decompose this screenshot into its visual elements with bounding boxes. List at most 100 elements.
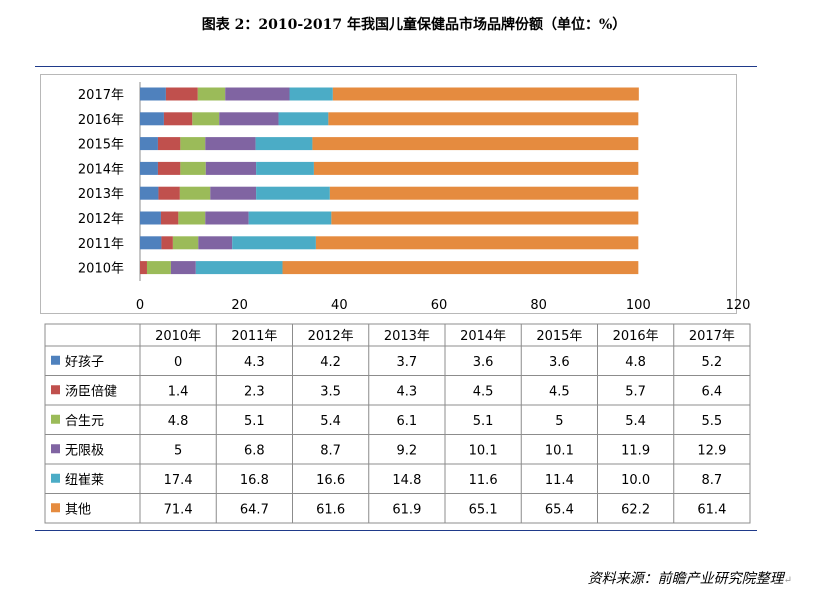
table-value-cell: 61.4 [697,502,726,517]
bar-2016年-好孩子 [140,112,164,126]
bar-2010年-合生元 [146,261,171,275]
bar-2014年-汤臣倍健 [157,161,181,175]
bar-2013年-无限极 [210,186,257,200]
x-tick-label: 60 [431,298,448,313]
table-value-cell: 5.4 [625,414,646,429]
table-value-cell: 5.1 [473,414,494,429]
legend-swatch-其他 [51,503,60,513]
table-value-cell: 2.3 [244,384,265,399]
bar-2012年-好孩子 [140,211,161,225]
bar-2011年-其他 [315,236,639,250]
legend-swatch-汤臣倍健 [51,385,60,395]
table-value-cell: 71.4 [164,502,193,517]
table-value-cell: 16.8 [240,473,269,488]
bar-2015年-其他 [312,137,639,151]
y-tick-label: 2014年 [78,162,124,177]
table-header-cell: 2014年 [460,329,506,344]
legend-swatch-无限极 [51,444,60,454]
table-value-cell: 12.9 [697,443,726,458]
x-tick-label: 40 [331,298,348,313]
bar-2013年-其他 [329,186,639,200]
x-tick-label: 80 [530,298,547,313]
table-value-cell: 6.1 [397,414,418,429]
y-tick-label: 2013年 [78,187,124,202]
x-tick-label: 20 [231,298,248,313]
bar-2016年-其他 [328,112,639,126]
bar-2011年-汤臣倍健 [161,236,173,250]
table-value-cell: 16.6 [316,473,345,488]
table-header-cell: 2011年 [231,329,277,344]
bar-2010年-汤臣倍健 [140,261,147,275]
x-tick-label: 0 [136,298,144,313]
bottom-rule [35,530,757,531]
bar-2017年-好孩子 [140,87,166,101]
table-value-cell: 6.4 [702,384,723,399]
bar-2014年-纽崔莱 [256,161,314,175]
bar-2016年-纽崔莱 [278,112,329,126]
chart-frame [40,74,737,314]
table-value-cell: 10.0 [621,473,650,488]
legend-label: 合生元 [65,414,104,429]
bar-2012年-汤臣倍健 [160,211,179,225]
table-value-cell: 3.5 [320,384,341,399]
table-value-cell: 6.8 [244,443,265,458]
table-value-cell: 11.9 [621,443,650,458]
y-tick-label: 2017年 [78,88,124,103]
y-tick-label: 2012年 [78,212,124,227]
bar-2014年-其他 [313,161,639,175]
bar-2017年-其他 [332,87,639,101]
table-value-cell: 64.7 [240,502,269,517]
bar-2016年-汤臣倍健 [163,112,193,126]
bar-2015年-好孩子 [140,137,158,151]
table-value-cell: 5.2 [702,355,723,370]
bar-2014年-无限极 [205,161,257,175]
table-value-cell: 11.4 [545,473,574,488]
table-value-cell: 4.8 [168,414,189,429]
top-rule [35,66,757,67]
table-value-cell: 65.1 [469,502,498,517]
bar-2012年-合生元 [178,211,206,225]
table-value-cell: 65.4 [545,502,574,517]
y-tick-label: 2016年 [78,113,124,128]
y-tick-label: 2015年 [78,138,124,153]
table-value-cell: 5.1 [244,414,265,429]
bar-2014年-合生元 [180,161,206,175]
bar-2011年-合生元 [172,236,199,250]
table-value-cell: 3.6 [473,355,494,370]
table-value-cell: 5 [174,443,182,458]
bar-2017年-无限极 [225,87,290,101]
bar-2017年-纽崔莱 [289,87,333,101]
table-value-cell: 11.6 [469,473,498,488]
legend-swatch-合生元 [51,414,60,424]
bar-2011年-纽崔莱 [232,236,316,250]
bar-2015年-纽崔莱 [255,137,313,151]
legend-label: 纽崔莱 [65,472,104,488]
table-value-cell: 0 [174,355,182,370]
bar-2011年-好孩子 [140,236,162,250]
table-value-cell: 5.4 [320,414,341,429]
table-value-cell: 61.9 [392,502,421,517]
bar-2011年-无限极 [198,236,233,250]
bar-2012年-其他 [331,211,639,225]
table-header-cell: 2016年 [613,329,659,344]
bar-2016年-合生元 [192,112,220,126]
table-value-cell: 5.7 [625,384,646,399]
bar-2010年-纽崔莱 [195,261,283,275]
x-tick-label: 120 [726,298,751,313]
table-value-cell: 4.5 [549,384,570,399]
bar-2010年-其他 [282,261,639,275]
table-value-cell: 10.1 [545,443,574,458]
table-value-cell: 8.7 [320,443,341,458]
bar-2013年-好孩子 [140,186,159,200]
table-value-cell: 4.3 [397,384,418,399]
table-value-cell: 5 [555,414,563,429]
bar-2014年-好孩子 [140,161,158,175]
y-tick-label: 2011年 [78,237,124,252]
table-header-cell: 2015年 [536,329,582,344]
table-value-cell: 10.1 [469,443,498,458]
table-header-cell: 2017年 [689,329,735,344]
table-header-cell: 2013年 [384,329,430,344]
table-value-cell: 9.2 [397,443,418,458]
bar-2013年-纽崔莱 [256,186,330,200]
